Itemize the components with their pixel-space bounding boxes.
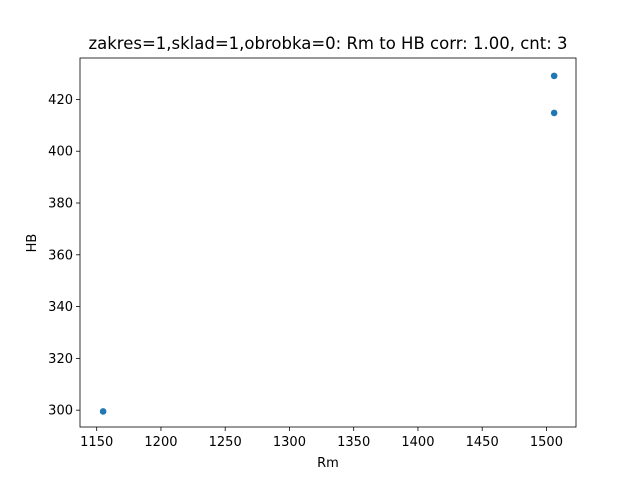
x-tick-label: 1400 (401, 435, 434, 450)
x-tick-label: 1250 (209, 435, 242, 450)
x-tick-label: 1150 (80, 435, 113, 450)
plot-area: 1150 1200 1250 1300 1350 1400 1450 1500 300 320 34… (48, 57, 577, 450)
y-tick-label: 360 (48, 248, 73, 263)
data-point (550, 109, 558, 117)
x-tick-label: 1450 (466, 435, 499, 450)
x-tick-label: 1200 (144, 435, 177, 450)
x-axis-label: Rm (317, 456, 339, 471)
y-tick-label: 340 (48, 300, 73, 315)
y-tick-label: 300 (48, 404, 73, 419)
y-axis-label: HB (25, 234, 40, 253)
y-tick-label: 380 (48, 197, 73, 212)
plot-frame (79, 57, 577, 428)
y-tick-label: 420 (48, 93, 73, 108)
x-tick-label: 1350 (337, 435, 370, 450)
x-tick-label: 1300 (273, 435, 306, 450)
data-point (550, 72, 558, 80)
x-tick-label: 1500 (530, 435, 563, 450)
data-point (99, 408, 107, 415)
chart-title: zakres=1,sklad=1,obrobka=0: Rm to HB cor… (88, 34, 567, 53)
y-tick-label: 320 (48, 352, 73, 367)
y-tick-label: 400 (48, 145, 73, 160)
